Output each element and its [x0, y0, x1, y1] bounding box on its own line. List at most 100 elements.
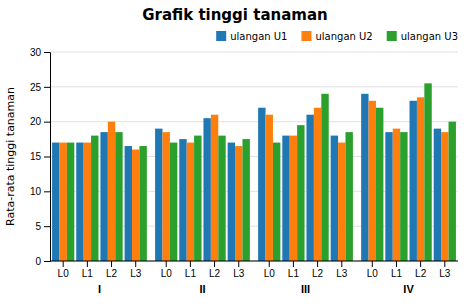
- bar: [331, 136, 338, 261]
- bar: [179, 139, 186, 261]
- tick: L2: [312, 261, 324, 279]
- tick-label: 10: [30, 186, 42, 197]
- y-axis-title: Rata-rata tinggi tanaman: [4, 87, 17, 226]
- bar: [424, 83, 431, 261]
- bar: [115, 132, 122, 261]
- grid-line: [50, 86, 458, 87]
- legend-swatch: [216, 31, 226, 41]
- tick-label: L2: [106, 268, 118, 279]
- bar: [321, 94, 328, 261]
- bar: [139, 146, 146, 261]
- bar: [108, 122, 115, 261]
- bar: [273, 143, 280, 261]
- legend-label: ulangan U2: [315, 31, 372, 42]
- tick: L2: [415, 261, 427, 279]
- group-label: III: [301, 283, 310, 295]
- tick-label: 20: [30, 116, 42, 127]
- tick-label: L3: [336, 268, 348, 279]
- legend-item: ulangan U2: [301, 31, 372, 42]
- group-tick: I: [98, 281, 101, 295]
- tick-label: 0: [35, 256, 41, 267]
- bar: [282, 136, 289, 261]
- bar: [385, 132, 392, 261]
- group-tick: II: [199, 281, 205, 295]
- bar: [449, 122, 456, 261]
- tick-mark: [341, 261, 342, 267]
- x-axis: L0 L1 L2 L3: [161, 261, 245, 279]
- bar: [155, 129, 162, 261]
- tick: L1: [185, 261, 197, 279]
- tick-mark: [44, 122, 50, 123]
- group-label: II: [199, 283, 205, 295]
- tick-mark: [372, 261, 373, 267]
- tick: L1: [82, 261, 94, 279]
- tick-mark: [44, 261, 50, 262]
- bar: [194, 136, 201, 261]
- bar: [338, 143, 345, 261]
- bar: [434, 129, 441, 261]
- group-axis: IIIIIIIV: [98, 281, 414, 295]
- x-axis: L0 L1 L2 L3: [58, 261, 142, 279]
- tick-label: L3: [439, 268, 451, 279]
- tick-mark: [420, 261, 421, 267]
- group-label: I: [98, 283, 101, 295]
- bar: [242, 139, 249, 261]
- bar: [100, 132, 107, 261]
- bar: [297, 125, 304, 261]
- tick-mark: [63, 261, 64, 267]
- tick-mark: [214, 261, 215, 267]
- bar: [218, 136, 225, 261]
- bar: [441, 132, 448, 261]
- tick-label: L2: [415, 268, 427, 279]
- bar: [67, 143, 74, 261]
- chart: Grafik tinggi tanaman051015202530Rata-ra…: [0, 0, 470, 307]
- bar: [410, 101, 417, 261]
- tick: 15: [30, 151, 50, 162]
- tick: L3: [336, 261, 348, 279]
- bar: [163, 132, 170, 261]
- tick-mark: [317, 261, 318, 267]
- tick: L1: [288, 261, 300, 279]
- tick: L0: [58, 261, 70, 279]
- tick-label: L1: [391, 268, 403, 279]
- bar: [52, 143, 59, 261]
- legend-label: ulangan U3: [401, 31, 458, 42]
- bar: [76, 143, 83, 261]
- tick-label: 5: [35, 221, 41, 232]
- grid: [50, 52, 458, 261]
- tick-mark: [269, 261, 270, 267]
- group-label: IV: [403, 283, 414, 295]
- tick-label: L3: [130, 268, 142, 279]
- tick-mark: [166, 261, 167, 267]
- legend-item: ulangan U3: [387, 31, 458, 42]
- bar: [376, 108, 383, 261]
- bar: [84, 143, 91, 261]
- tick-label: 25: [30, 82, 42, 93]
- legend: ulangan U1ulangan U2ulangan U3: [216, 31, 458, 42]
- tick-label: L3: [233, 268, 245, 279]
- bar: [417, 97, 424, 261]
- axis-line: [44, 53, 51, 262]
- tick-label: L0: [161, 268, 173, 279]
- bar: [258, 108, 265, 261]
- tick: L0: [264, 261, 276, 279]
- tick-mark: [444, 261, 445, 267]
- tick-mark: [44, 226, 50, 227]
- bar: [369, 101, 376, 261]
- tick-mark: [111, 261, 112, 267]
- legend-swatch: [301, 31, 311, 41]
- tick-mark: [396, 261, 397, 267]
- bar: [290, 136, 297, 261]
- bar: [314, 108, 321, 261]
- grid-line: [50, 52, 458, 53]
- bar: [266, 115, 273, 261]
- tick-label: L0: [58, 268, 70, 279]
- bar: [170, 143, 177, 261]
- bar: [228, 143, 235, 261]
- tick: L2: [209, 261, 221, 279]
- tick-label: L2: [209, 268, 221, 279]
- group-tick: III: [301, 281, 310, 295]
- tick: 10: [30, 186, 50, 197]
- tick-mark: [238, 261, 239, 267]
- legend-swatch: [387, 31, 397, 41]
